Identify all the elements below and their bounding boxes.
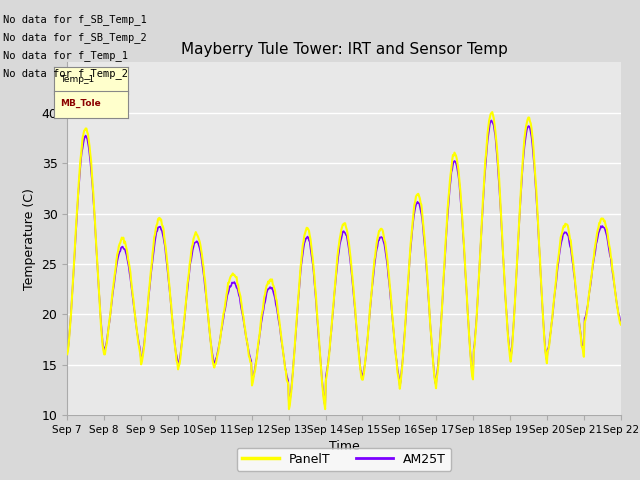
X-axis label: Time: Time: [328, 441, 360, 454]
Title: Mayberry Tule Tower: IRT and Sensor Temp: Mayberry Tule Tower: IRT and Sensor Temp: [180, 42, 508, 57]
Text: No data for f_SB_Temp_2: No data for f_SB_Temp_2: [3, 32, 147, 43]
PanelT: [186, 257, 194, 263]
PanelT: [617, 322, 625, 327]
PanelT: [428, 346, 436, 352]
PanelT: [131, 304, 138, 310]
AM25T: [74, 209, 81, 215]
Line: AM25T: AM25T: [67, 120, 621, 407]
AM25T: [216, 339, 223, 345]
Text: No data for f_Temp_2: No data for f_Temp_2: [3, 68, 128, 79]
PanelT: [63, 351, 71, 357]
AM25T: [488, 118, 495, 123]
PanelT: [488, 109, 496, 115]
AM25T: [186, 260, 194, 265]
AM25T: [321, 404, 329, 409]
Text: No data for f_Temp_1: No data for f_Temp_1: [3, 50, 128, 61]
PanelT: [74, 206, 81, 212]
Text: No data for f_SB_Temp_1: No data for f_SB_Temp_1: [3, 13, 147, 24]
Text: MB_Tole: MB_Tole: [60, 98, 101, 108]
PanelT: [412, 193, 420, 199]
Text: Temp_1: Temp_1: [60, 74, 95, 84]
Y-axis label: Temperature (C): Temperature (C): [23, 188, 36, 290]
AM25T: [131, 307, 138, 312]
AM25T: [63, 348, 71, 354]
AM25T: [617, 318, 625, 324]
AM25T: [428, 348, 436, 354]
PanelT: [216, 339, 223, 345]
Line: PanelT: PanelT: [67, 112, 621, 409]
AM25T: [412, 202, 420, 208]
PanelT: [321, 406, 329, 412]
Legend: PanelT, AM25T: PanelT, AM25T: [237, 448, 451, 471]
